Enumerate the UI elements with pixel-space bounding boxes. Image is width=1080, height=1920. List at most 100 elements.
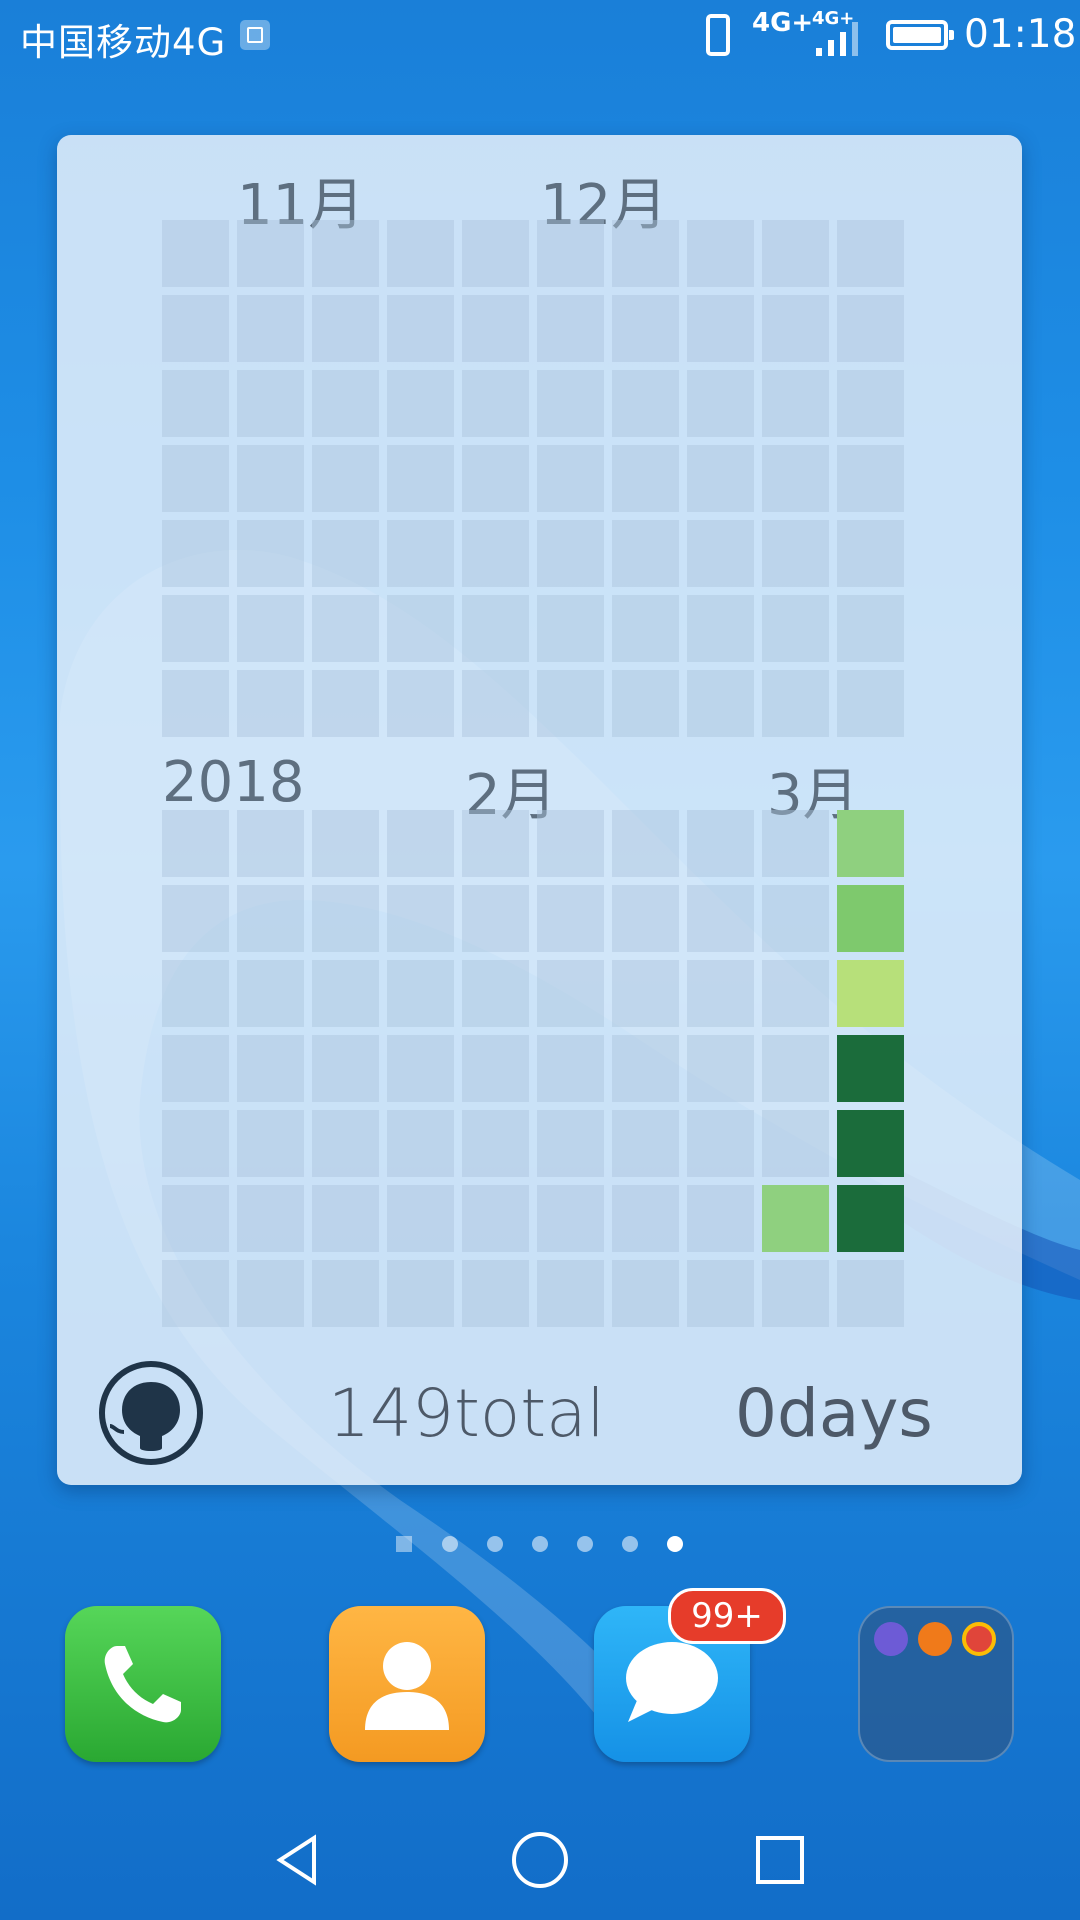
contribution-cell [387, 1185, 454, 1252]
contribution-cell [612, 1185, 679, 1252]
contribution-cell [837, 370, 904, 437]
contribution-cell [162, 1260, 229, 1327]
contribution-cell [387, 885, 454, 952]
contribution-cell [237, 220, 304, 287]
page-dot[interactable] [532, 1536, 548, 1552]
contribution-cell [687, 1260, 754, 1327]
vibrate-icon [706, 14, 730, 56]
page-dot[interactable] [622, 1536, 638, 1552]
github-icon[interactable] [98, 1360, 204, 1466]
contribution-cell [537, 220, 604, 287]
contribution-cell [162, 295, 229, 362]
contribution-cell [837, 445, 904, 512]
recents-icon[interactable] [750, 1830, 810, 1890]
page-dot[interactable] [487, 1536, 503, 1552]
contribution-cell [462, 370, 529, 437]
contribution-cell [162, 520, 229, 587]
contribution-cell [387, 595, 454, 662]
unread-badge: 99+ [668, 1588, 786, 1644]
contribution-cell [162, 810, 229, 877]
contribution-cell [312, 595, 379, 662]
contribution-cell [837, 810, 904, 877]
contribution-cell [312, 885, 379, 952]
contribution-cell [837, 520, 904, 587]
contribution-cell [312, 1035, 379, 1102]
contribution-cell [162, 885, 229, 952]
contribution-cell [162, 1185, 229, 1252]
contribution-cell [387, 810, 454, 877]
month-label: 11月 [237, 173, 365, 238]
contribution-cell [537, 445, 604, 512]
contribution-cell [762, 445, 829, 512]
contribution-cell [837, 1260, 904, 1327]
page-dot-home[interactable] [396, 1536, 412, 1552]
contribution-cell [462, 960, 529, 1027]
contribution-cell [162, 1110, 229, 1177]
contribution-cell [462, 1185, 529, 1252]
contribution-cell [612, 670, 679, 737]
contribution-cell [687, 810, 754, 877]
contribution-cell [537, 1260, 604, 1327]
contribution-cell [687, 220, 754, 287]
contribution-cell [237, 295, 304, 362]
phone-app[interactable] [65, 1606, 221, 1762]
contribution-cell [387, 445, 454, 512]
home-icon[interactable] [510, 1830, 570, 1890]
contribution-cell [312, 1185, 379, 1252]
contribution-cell [837, 1035, 904, 1102]
contribution-cell [762, 810, 829, 877]
contribution-cell [462, 670, 529, 737]
contribution-cell [837, 595, 904, 662]
contribution-cell [312, 520, 379, 587]
contribution-cell [612, 595, 679, 662]
github-contribution-widget[interactable]: 11月 12月 2018 2月 3月 149total 0days [57, 135, 1022, 1485]
carrier-label: 中国移动4G [20, 21, 227, 64]
signal-icon [816, 22, 858, 56]
contribution-cell [612, 370, 679, 437]
contribution-cell [312, 295, 379, 362]
contribution-cell [312, 370, 379, 437]
chrome-icon [962, 1622, 996, 1656]
contribution-cell [612, 960, 679, 1027]
contribution-cell [162, 370, 229, 437]
contribution-cell [837, 295, 904, 362]
contribution-cell [162, 595, 229, 662]
contribution-cell [162, 220, 229, 287]
app-folder[interactable] [858, 1606, 1014, 1762]
contribution-cell [687, 295, 754, 362]
contribution-cell [687, 370, 754, 437]
contribution-cell [462, 295, 529, 362]
back-icon[interactable] [270, 1830, 330, 1890]
contribution-cell [612, 1260, 679, 1327]
contribution-cell [387, 295, 454, 362]
contribution-cell [237, 370, 304, 437]
contacts-app[interactable] [329, 1606, 485, 1762]
contribution-cell [687, 1110, 754, 1177]
contribution-cell [837, 670, 904, 737]
page-indicator [390, 1532, 690, 1556]
contribution-cell [612, 445, 679, 512]
contribution-cell [237, 1260, 304, 1327]
contribution-cell [162, 670, 229, 737]
page-dot[interactable] [442, 1536, 458, 1552]
page-dot[interactable] [577, 1536, 593, 1552]
contribution-cell [237, 595, 304, 662]
contribution-cell [687, 960, 754, 1027]
contribution-cell [537, 295, 604, 362]
contribution-cell [837, 220, 904, 287]
contribution-cell [687, 595, 754, 662]
contribution-cell [762, 295, 829, 362]
contribution-cell [762, 595, 829, 662]
image-icon [240, 20, 270, 50]
streak-days: 0days [735, 1375, 933, 1452]
contribution-cell [612, 810, 679, 877]
message-icon [626, 1642, 718, 1722]
contribution-cell [462, 1035, 529, 1102]
contribution-cell [837, 885, 904, 952]
page-dot-active[interactable] [667, 1536, 683, 1552]
contribution-cell [537, 885, 604, 952]
contribution-cell [462, 595, 529, 662]
contribution-cell [387, 520, 454, 587]
contribution-cell [162, 1035, 229, 1102]
month-label: 2018 [162, 750, 305, 815]
